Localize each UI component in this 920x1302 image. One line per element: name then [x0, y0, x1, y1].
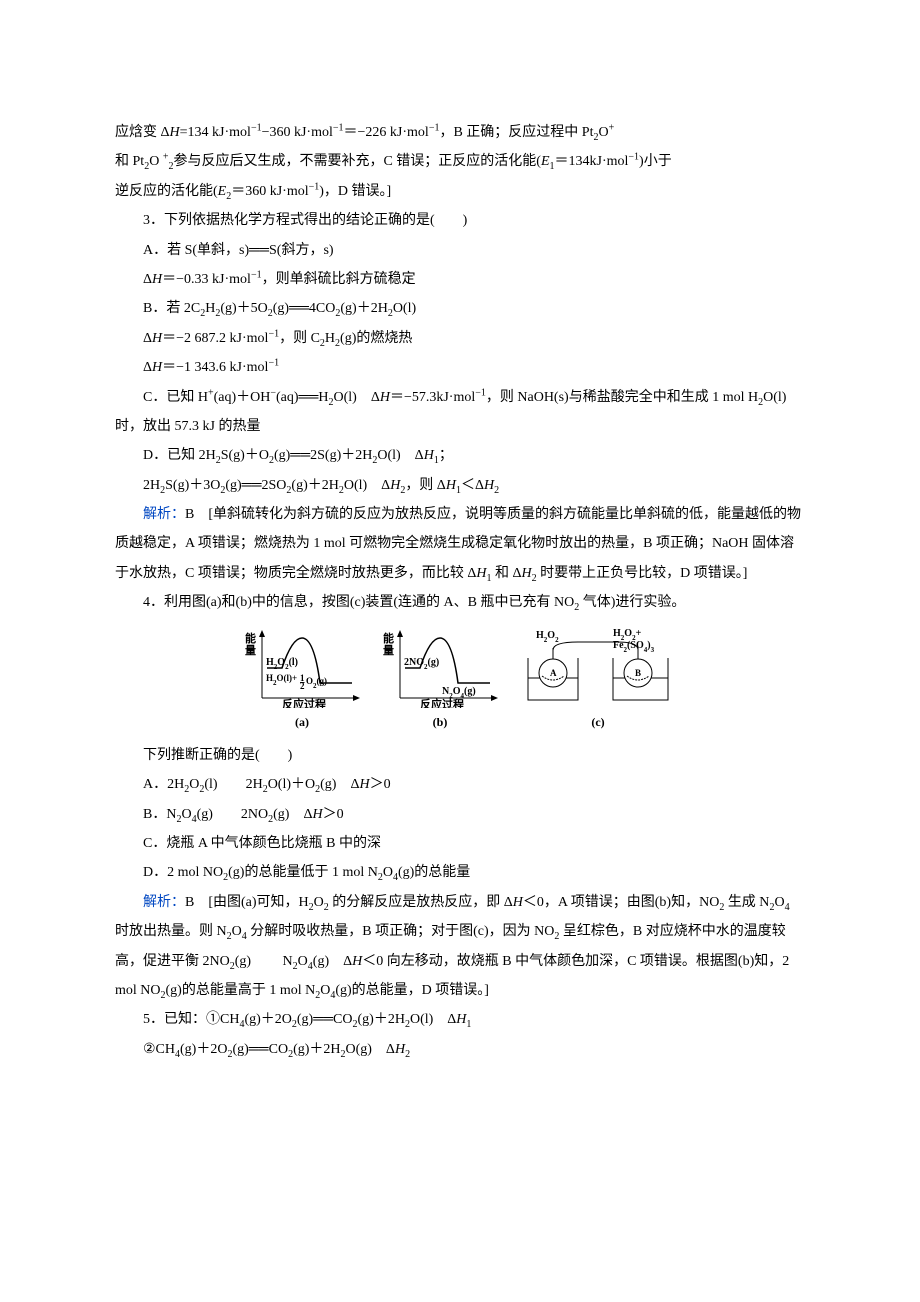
diagram-a-caption: (a)	[295, 710, 309, 735]
q3-option-a1: A．若 S(单斜，s)══S(斜方，s)	[115, 236, 805, 265]
svg-text:H2O(l)+: H2O(l)+	[266, 673, 297, 687]
svg-text:量: 量	[245, 644, 256, 657]
svg-text:H2O2(l): H2O2(l)	[266, 657, 298, 671]
diagram-c-caption: (c)	[591, 710, 604, 735]
q3-answer: 解析：B [单斜硫转化为斜方硫的反应为放热反应，说明等质量的斜方硫能量比单斜硫的…	[115, 500, 805, 588]
svg-text:2: 2	[300, 681, 305, 691]
diagram-b-svg: 能 量 2NO2(g) N2O4(g) 反应过程	[380, 628, 500, 708]
diagram-b-caption: (b)	[433, 710, 448, 735]
svg-text:反应过程: 反应过程	[420, 697, 464, 708]
q4-option-c: C．烧瓶 A 中气体颜色比烧瓶 B 中的深	[115, 829, 805, 858]
q4-answer-body: B [由图(a)可知，H2O2 的分解反应是放热反应，即 ΔH＜0，A 项错误；…	[115, 895, 790, 998]
q4-answer: 解析：B [由图(a)可知，H2O2 的分解反应是放热反应，即 ΔH＜0，A 项…	[115, 888, 805, 1006]
q3-option-a2: ΔH＝−0.33 kJ·mol−1，则单斜硫比斜方硫稳定	[115, 265, 805, 294]
q4-answer-label: 解析：	[143, 895, 185, 910]
svg-text:2NO2(g): 2NO2(g)	[404, 657, 439, 671]
svg-text:O2(g): O2(g)	[306, 676, 327, 690]
svg-text:能: 能	[245, 631, 256, 645]
svg-text:H2O2: H2O2	[536, 630, 559, 644]
q3-answer-label: 解析：	[143, 507, 185, 522]
diagram-a-svg: 能 量 H2O2(l) H2O(l)+ 1 2 O2(g) 反应过程	[242, 628, 362, 708]
page: 应焓变 ΔH=134 kJ·mol−1−360 kJ·mol−1＝−226 kJ…	[0, 0, 920, 1302]
diagram-c-svg: H2O2 H2O2+ Fe2(SO4)3 A	[518, 628, 678, 708]
q3-option-c: C．已知 H+(aq)＋OH−(aq)══H2O(l) ΔH＝−57.3kJ·m…	[115, 383, 805, 442]
diagram-b: 能 量 2NO2(g) N2O4(g) 反应过程 (b)	[380, 628, 500, 735]
q4-diagram-row: 能 量 H2O2(l) H2O(l)+ 1 2 O2(g) 反应过程 (a) 能…	[115, 628, 805, 735]
svg-text:反应过程: 反应过程	[282, 697, 326, 708]
q5-line2: ②CH4(g)＋2O2(g)══CO2(g)＋2H2O(g) ΔH2	[115, 1035, 805, 1064]
q3-answer-body: B [单斜硫转化为斜方硫的反应为放热反应，说明等质量的斜方硫能量比单斜硫的低，能…	[115, 507, 801, 581]
q3-option-b1: B．若 2C2H2(g)＋5O2(g)══4CO2(g)＋2H2O(l)	[115, 294, 805, 323]
q3-option-d2: 2H2S(g)＋3O2(g)══2SO2(g)＋2H2O(l) ΔH2，则 ΔH…	[115, 471, 805, 500]
q4-option-d: D．2 mol NO2(g)的总能量低于 1 mol N2O4(g)的总能量	[115, 858, 805, 887]
prelude-line-2: 和 Pt2O +2参与反应后又生成，不需要补充，C 错误；正反应的活化能(E1＝…	[115, 147, 805, 176]
q3-stem: 3．下列依据热化学方程式得出的结论正确的是( )	[115, 206, 805, 235]
q4-option-b: B．N2O4(g) 2NO2(g) ΔH＞0	[115, 800, 805, 829]
diagram-a: 能 量 H2O2(l) H2O(l)+ 1 2 O2(g) 反应过程 (a)	[242, 628, 362, 735]
q4-stem2: 下列推断正确的是( )	[115, 741, 805, 770]
q4-stem: 4．利用图(a)和(b)中的信息，按图(c)装置(连通的 A、B 瓶中已充有 N…	[115, 588, 805, 617]
q3-option-b3: ΔH＝−1 343.6 kJ·mol−1	[115, 353, 805, 382]
svg-text:量: 量	[383, 644, 394, 657]
svg-text:B: B	[635, 668, 641, 678]
prelude-line-1: 应焓变 ΔH=134 kJ·mol−1−360 kJ·mol−1＝−226 kJ…	[115, 118, 805, 147]
q3-option-b2: ΔH＝−2 687.2 kJ·mol−1，则 C2H2(g)的燃烧热	[115, 324, 805, 353]
prelude-line-3: 逆反应的活化能(E2＝360 kJ·mol−1)，D 错误。]	[115, 177, 805, 206]
q3-option-d1: D．已知 2H2S(g)＋O2(g)══2S(g)＋2H2O(l) ΔH1；	[115, 441, 805, 470]
q4-option-a: A．2H2O2(l) 2H2O(l)＋O2(g) ΔH＞0	[115, 770, 805, 799]
diagram-c: H2O2 H2O2+ Fe2(SO4)3 A	[518, 628, 678, 735]
svg-text:A: A	[550, 668, 557, 678]
svg-text:能: 能	[383, 631, 394, 645]
q5-stem: 5．已知：①CH4(g)＋2O2(g)══CO2(g)＋2H2O(l) ΔH1	[115, 1005, 805, 1034]
